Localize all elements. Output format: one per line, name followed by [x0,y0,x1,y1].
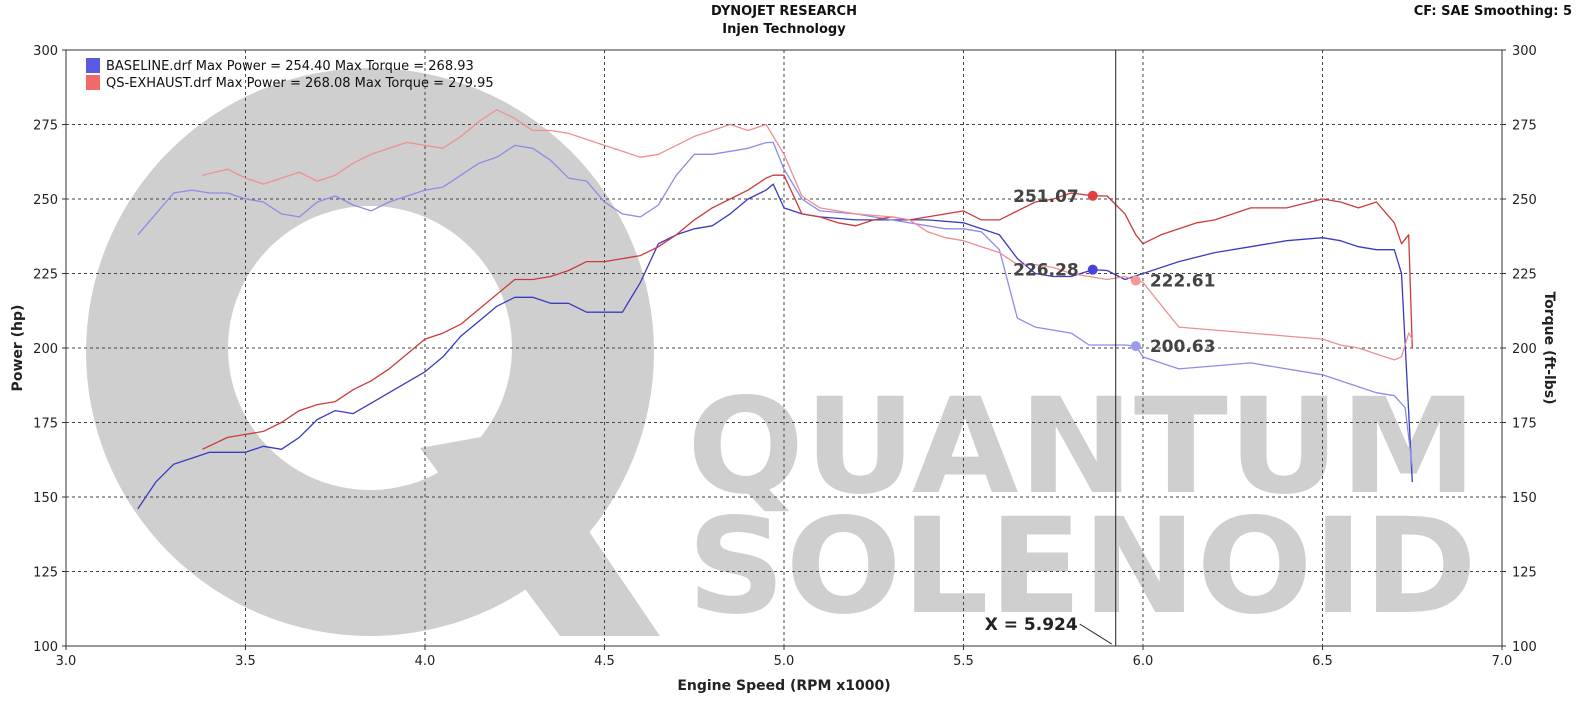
point-marker [1130,275,1141,286]
y-tick-label: 275 [33,119,58,134]
x-tick-label: 5.0 [774,654,795,669]
y2-tick-label: 150 [1512,491,1537,506]
y2-tick-label: 200 [1512,342,1537,357]
series-line [202,109,1413,361]
chart-title: DYNOJET RESEARCH [711,4,857,19]
x-tick-label: 6.5 [1312,654,1333,669]
y-tick-label: 200 [33,342,58,357]
y-tick-label: 225 [33,268,58,283]
y2-axis-title: Torque (ft-lbs) [1541,291,1557,404]
series-line [137,183,1413,510]
series-line [202,174,1413,450]
point-value-label: 251.07 [1013,187,1079,207]
y-tick-label: 125 [33,566,58,581]
x-tick-label: 7.0 [1492,654,1513,669]
x-tick-label: 3.5 [235,654,256,669]
x-tick-label: 3.0 [56,654,77,669]
grid-lines [62,49,1506,650]
legend-swatch [86,58,100,73]
x-tick-label: 5.5 [953,654,974,669]
x-tick-label: 4.0 [415,654,436,669]
legend-label: BASELINE.drf Max Power = 254.40 Max Torq… [106,59,474,74]
y2-tick-label: 300 [1512,44,1537,59]
point-value-label: 226.28 [1013,261,1079,281]
watermark-tail [420,430,660,636]
point-value-label: 200.63 [1150,337,1216,357]
y-tick-label: 300 [33,44,58,59]
point-marker [1130,341,1141,352]
cursor-group: X = 5.924 [985,50,1117,646]
point-marker [1087,190,1098,201]
cursor-label: X = 5.924 [985,615,1078,635]
y-axis-title: Power (hp) [10,305,26,392]
watermark-ring-hole [228,206,512,490]
cursor-pointer [1079,623,1112,645]
y2-tick-label: 225 [1512,268,1537,283]
series-line [137,141,1413,468]
point-labels: 251.07 226.28 222.61 200.63 [1013,187,1215,357]
x-axis-title: Engine Speed (RPM x1000) [677,678,890,694]
series-lines [137,109,1413,510]
chart-settings: CF: SAE Smoothing: 5 [1414,4,1572,19]
legend: BASELINE.drf Max Power = 254.40 Max Torq… [86,58,494,91]
legend-swatch [86,75,100,90]
y2-tick-label: 125 [1512,566,1537,581]
point-marker [1087,264,1098,275]
legend-label: QS-EXHAUST.drf Max Power = 268.08 Max To… [106,76,494,91]
watermark-line1: QUANTUM [687,370,1477,524]
x-tick-label: 4.5 [594,654,615,669]
y2-tick-label: 100 [1512,640,1537,655]
y-tick-label: 150 [33,491,58,506]
y2-tick-label: 175 [1512,417,1537,432]
y-tick-label: 250 [33,193,58,208]
y2-tick-label: 275 [1512,119,1537,134]
y2-tick-label: 250 [1512,193,1537,208]
chart-subtitle: Injen Technology [722,22,846,37]
y-tick-label: 175 [33,417,58,432]
y-tick-label: 100 [33,640,58,655]
x-tick-label: 6.0 [1133,654,1154,669]
point-value-label: 222.61 [1150,272,1216,292]
watermark-logo: QUANTUM SOLENOID [86,68,1477,644]
watermark-line2: SOLENOID [687,490,1477,644]
